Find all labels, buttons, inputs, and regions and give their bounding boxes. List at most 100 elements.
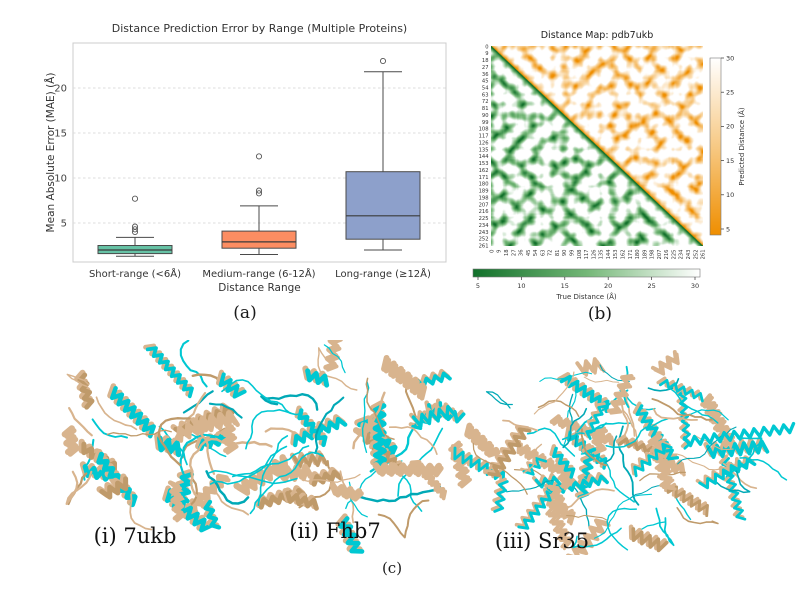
caption-b: (b): [587, 304, 613, 324]
colorbar-tick-label: 10: [517, 282, 525, 290]
ribbon-stroke: [195, 431, 229, 450]
ribbon-stroke: [202, 488, 250, 516]
ribbon-stroke: [245, 409, 292, 450]
protein-7ukb: [61, 340, 289, 533]
ribbon-stroke: [653, 352, 680, 376]
heatmap-xtick-label: 45: [526, 250, 532, 257]
heatmap-ytick-label: 99: [482, 120, 489, 126]
ribbon-stroke: [77, 372, 95, 410]
ribbon-stroke: [338, 516, 365, 554]
heatmap-xtick-label: 126: [591, 250, 597, 260]
heatmap-xtick-label: 198: [650, 250, 656, 260]
ribbon-stroke: [203, 499, 222, 530]
true-colorbar: [472, 268, 701, 278]
ribbon-stroke: [323, 344, 346, 374]
ribbon-stroke: [222, 427, 239, 455]
colorbar-tick-label: 15: [561, 282, 569, 290]
heatmap-xtick-label: 18: [504, 250, 510, 257]
ribbon-stroke: [517, 490, 558, 530]
heatmap-ytick-label: 117: [479, 134, 489, 140]
ribbon-stroke: [65, 470, 93, 505]
ribbon-stroke: [308, 466, 342, 486]
heatmap-xtick-label: 225: [671, 250, 677, 260]
heatmap-xtick-label: 90: [562, 250, 568, 257]
ribbon-stroke: [106, 429, 172, 437]
ribbon-stroke: [314, 396, 345, 455]
heatmap-ytick-label: 81: [482, 106, 489, 112]
ribbon-stroke: [467, 425, 501, 458]
ribbon-stroke: [698, 459, 741, 490]
ribbon-stroke: [179, 340, 208, 388]
outlier-marker: [379, 57, 387, 65]
ribbon-stroke: [352, 391, 386, 450]
heatmap-xtick-label: 81: [555, 250, 561, 257]
ribbon-stroke: [622, 409, 639, 444]
ribbon-stroke: [606, 507, 638, 551]
y-axis-label: Mean Absolute Error (MAE) (Å): [44, 73, 57, 233]
colorbar-tick-label: 30: [726, 54, 734, 62]
ribbon-stroke: [292, 452, 329, 469]
heatmap-ytick-label: 189: [479, 189, 489, 195]
ribbon-stroke: [157, 435, 182, 458]
heatmap-xtick-label: 36: [519, 250, 525, 257]
ribbon-stroke: [715, 461, 751, 494]
heatmap-xtick-label: 189: [642, 250, 648, 260]
ribbon-stroke: [604, 435, 618, 464]
ribbon-stroke: [170, 482, 186, 523]
heatmap-ytick-label: 36: [482, 72, 489, 78]
heatmap-xtick-label: 234: [679, 249, 685, 260]
heatmap-ytick-label: 171: [479, 175, 489, 181]
protein-label-sr35: (iii) Sr35: [494, 529, 590, 553]
ribbon-stroke: [577, 359, 606, 377]
heatmap-ytick-label: 180: [479, 182, 489, 188]
ribbon-stroke: [301, 473, 361, 483]
ribbon-stroke: [91, 418, 128, 439]
ribbon-stroke: [191, 373, 222, 384]
ytick-label: 15: [54, 129, 67, 140]
ytick-label: 20: [54, 84, 67, 95]
heatmap-xtick-label: 108: [577, 250, 583, 260]
boxplot-chart: 5 10 15 20 Distance Prediction Error by Rang…: [44, 22, 447, 294]
box: [345, 171, 421, 240]
ribbon-stroke: [547, 506, 574, 551]
ribbon-stroke: [249, 451, 324, 515]
ribbon-stroke: [580, 452, 635, 503]
ribbon-stroke: [358, 485, 442, 503]
ribbon-stroke: [323, 340, 340, 370]
ribbon-stroke: [205, 470, 250, 505]
ribbon-stroke: [99, 476, 129, 500]
ribbon-stroke: [493, 480, 509, 513]
heatmap-ytick-label: 198: [479, 195, 489, 201]
ribbon-stroke: [260, 393, 319, 411]
ribbon-stroke: [66, 373, 90, 388]
ribbon-stroke: [193, 412, 240, 435]
colorbar-tick-label: 5: [476, 282, 480, 290]
ribbon-stroke: [305, 368, 330, 388]
ribbon-stroke: [145, 346, 194, 399]
ribbon-stroke: [388, 426, 438, 456]
ribbon-stroke: [365, 377, 395, 440]
ribbon-stroke: [523, 443, 543, 474]
heatmap-annotations: Distance Map: pdb7ukb0099181827273636454…: [472, 30, 746, 301]
ribbon-stroke: [64, 428, 80, 457]
distance-map-canvas: [491, 46, 703, 246]
heatmap-ytick-label: 153: [479, 161, 489, 167]
heatmap-ytick-label: 144: [479, 154, 490, 160]
ribbon-stroke: [264, 427, 296, 434]
outlier-marker: [131, 223, 139, 230]
ribbon-stroke: [68, 407, 93, 437]
ribbon-stroke: [311, 469, 343, 487]
heatmap-xtick-label: 72: [548, 250, 554, 257]
heatmap-xtick-label: 252: [693, 250, 699, 260]
ribbon-stroke: [572, 527, 622, 549]
ribbon-stroke: [95, 396, 138, 431]
ribbon-stroke: [655, 507, 675, 547]
heatmap-xtick-label: 171: [628, 250, 634, 260]
heatmap-ytick-label: 72: [482, 99, 489, 105]
ribbon-stroke: [208, 470, 298, 485]
heatmap-ytick-label: 207: [479, 202, 489, 208]
ribbon-stroke: [411, 404, 458, 428]
colorbar-tick-label: 20: [726, 123, 734, 131]
ribbon-stroke: [412, 462, 448, 501]
